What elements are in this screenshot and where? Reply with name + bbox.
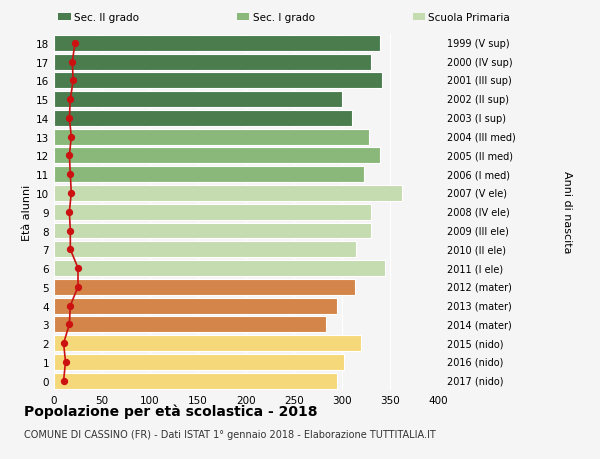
- Text: 2009 (III ele): 2009 (III ele): [447, 226, 509, 236]
- Bar: [54, 336, 361, 351]
- Text: 2010 (II ele): 2010 (II ele): [447, 245, 506, 255]
- Point: [59, 340, 68, 347]
- Point: [67, 190, 76, 197]
- Text: 2017 (nido): 2017 (nido): [447, 376, 503, 386]
- Text: 1999 (V sup): 1999 (V sup): [447, 39, 509, 49]
- Bar: [54, 55, 371, 71]
- Text: 2008 (IV ele): 2008 (IV ele): [447, 207, 510, 217]
- Text: 2003 (I sup): 2003 (I sup): [447, 114, 506, 123]
- Bar: [54, 298, 337, 314]
- Point: [73, 265, 83, 272]
- Bar: [54, 167, 364, 183]
- Text: Popolazione per età scolastica - 2018: Popolazione per età scolastica - 2018: [24, 404, 317, 419]
- Point: [65, 96, 75, 104]
- Text: 2001 (III sup): 2001 (III sup): [447, 76, 512, 86]
- Point: [67, 59, 77, 66]
- Point: [61, 358, 70, 366]
- Point: [65, 208, 74, 216]
- Bar: [54, 317, 326, 333]
- Point: [68, 78, 78, 85]
- Bar: [54, 92, 342, 108]
- Point: [73, 284, 83, 291]
- Bar: [54, 354, 344, 370]
- Text: 2013 (mater): 2013 (mater): [447, 301, 512, 311]
- Point: [65, 152, 74, 160]
- Text: 2002 (II sup): 2002 (II sup): [447, 95, 509, 105]
- Text: 2007 (V ele): 2007 (V ele): [447, 189, 507, 199]
- Text: 2011 (I ele): 2011 (I ele): [447, 263, 503, 274]
- Bar: [54, 261, 385, 276]
- Text: 2012 (mater): 2012 (mater): [447, 282, 512, 292]
- Legend: Sec. II grado, Sec. I grado, Scuola Primaria, Scuola Infanzia, Asilo Nido, Stran: Sec. II grado, Sec. I grado, Scuola Prim…: [54, 9, 600, 27]
- Text: 2004 (III med): 2004 (III med): [447, 132, 516, 142]
- Text: 2015 (nido): 2015 (nido): [447, 338, 503, 348]
- Point: [67, 134, 76, 141]
- Text: 2005 (II med): 2005 (II med): [447, 151, 513, 161]
- Text: 2016 (nido): 2016 (nido): [447, 357, 503, 367]
- Point: [65, 321, 74, 328]
- Bar: [54, 36, 380, 52]
- Bar: [54, 148, 380, 164]
- Point: [59, 377, 68, 385]
- Bar: [54, 279, 355, 295]
- Text: 2000 (IV sup): 2000 (IV sup): [447, 57, 512, 67]
- Point: [65, 302, 75, 309]
- Point: [65, 227, 75, 235]
- Y-axis label: Età alunni: Età alunni: [22, 184, 32, 241]
- Point: [70, 40, 80, 47]
- Text: 2014 (mater): 2014 (mater): [447, 319, 512, 330]
- Bar: [54, 204, 371, 220]
- Point: [65, 246, 75, 253]
- Bar: [54, 185, 401, 202]
- Text: 2006 (I med): 2006 (I med): [447, 170, 510, 180]
- Point: [65, 171, 75, 179]
- Bar: [54, 242, 356, 257]
- Bar: [54, 223, 371, 239]
- Bar: [54, 73, 382, 89]
- Bar: [54, 129, 369, 146]
- Text: Anni di nascita: Anni di nascita: [562, 171, 572, 253]
- Point: [65, 115, 74, 123]
- Text: COMUNE DI CASSINO (FR) - Dati ISTAT 1° gennaio 2018 - Elaborazione TUTTITALIA.IT: COMUNE DI CASSINO (FR) - Dati ISTAT 1° g…: [24, 429, 436, 439]
- Bar: [54, 373, 337, 389]
- Bar: [54, 111, 352, 127]
